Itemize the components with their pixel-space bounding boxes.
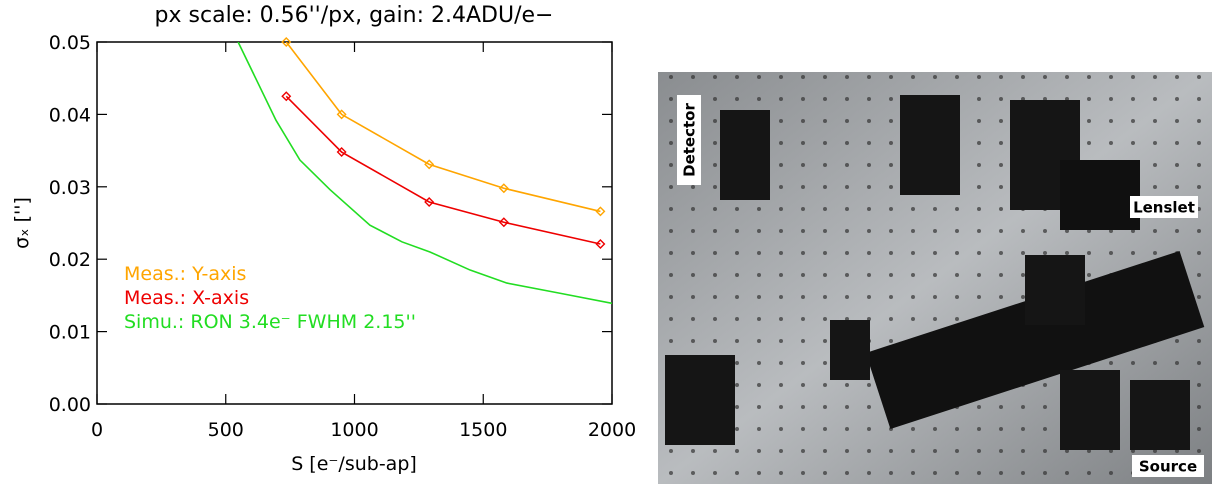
y-tick-label: 0.00 bbox=[49, 394, 91, 416]
series-line bbox=[285, 42, 601, 213]
x-tick-label: 2000 bbox=[588, 419, 636, 441]
legend-entry: Meas.: Y-axis bbox=[124, 263, 246, 285]
legend-entry: Simu.: RON 3.4e⁻ FWHM 2.15'' bbox=[124, 311, 416, 333]
data-point bbox=[595, 206, 606, 217]
photo-mount bbox=[1060, 160, 1140, 230]
photo-label: Source bbox=[1139, 458, 1197, 476]
label-box bbox=[1132, 455, 1204, 477]
x-tick-label: 1500 bbox=[459, 419, 507, 441]
data-point bbox=[424, 159, 435, 170]
label-box bbox=[1130, 196, 1198, 218]
y-axis-label: σₓ [''] bbox=[11, 197, 33, 249]
series-line bbox=[285, 95, 601, 245]
data-point bbox=[336, 109, 347, 120]
data-point bbox=[498, 183, 509, 194]
legend-entry: Meas.: X-axis bbox=[124, 287, 249, 309]
series-line bbox=[237, 42, 612, 305]
label-box bbox=[677, 95, 701, 185]
photo-label: Detector bbox=[681, 103, 699, 177]
x-tick-label: 0 bbox=[91, 419, 103, 441]
x-axis-label: S [e⁻/sub-ap] bbox=[291, 453, 417, 475]
photo-mount bbox=[1060, 370, 1120, 450]
photo-mount bbox=[830, 320, 870, 380]
photo-mount bbox=[1025, 255, 1085, 325]
data-point bbox=[281, 91, 292, 102]
photo: Detector Lenslet Source bbox=[658, 72, 1212, 484]
data-point bbox=[424, 197, 435, 207]
y-tick-label: 0.05 bbox=[49, 32, 91, 54]
photo-mount bbox=[665, 355, 735, 445]
x-tick-label: 1000 bbox=[330, 419, 378, 441]
data-point bbox=[498, 217, 509, 228]
y-tick-label: 0.01 bbox=[49, 322, 91, 344]
photo-mount bbox=[720, 110, 770, 200]
x-tick-label: 500 bbox=[208, 419, 244, 441]
plot-frame bbox=[96, 41, 613, 405]
data-point bbox=[595, 239, 606, 249]
photo-mount bbox=[1130, 380, 1190, 450]
photo-mount bbox=[900, 95, 960, 195]
chart-title: px scale: 0.56''/px, gain: 2.4ADU/e− bbox=[155, 3, 554, 28]
data-point bbox=[281, 37, 292, 47]
y-tick-label: 0.03 bbox=[49, 177, 91, 199]
data-point bbox=[336, 147, 347, 158]
y-tick-label: 0.02 bbox=[49, 249, 91, 271]
photo-screen bbox=[865, 250, 1205, 430]
photo-label: Lenslet bbox=[1133, 199, 1195, 217]
y-tick-label: 0.04 bbox=[49, 104, 91, 126]
plot-area bbox=[237, 42, 612, 305]
